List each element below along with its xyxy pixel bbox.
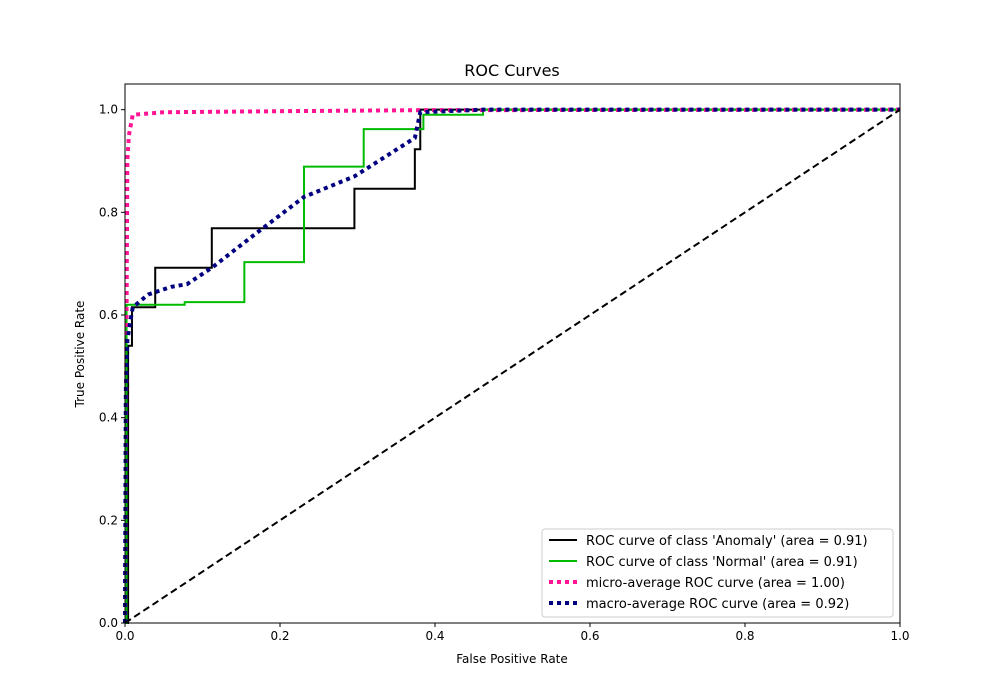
legend-box [541, 528, 894, 618]
legend-items: ROC curve of class 'Anomaly' (area = 0.9… [549, 534, 868, 612]
x-axis-label: False Positive Rate [456, 652, 568, 666]
x-tick-label: 0.8 [735, 629, 754, 643]
legend-label: macro-average ROC curve (area = 0.92) [586, 597, 849, 612]
legend-label: micro-average ROC curve (area = 1.00) [586, 576, 845, 591]
x-axis-ticks: 0.0 0.2 0.4 0.6 0.8 1.0 [115, 623, 910, 643]
y-axis-label: True Positive Rate [73, 301, 87, 409]
series-line-2 [123, 107, 901, 624]
plot-frame [124, 83, 901, 624]
x-tick-label: 0.6 [580, 629, 599, 643]
x-tick-label: 0.0 [115, 629, 134, 643]
legend: ROC curve of class 'Anomaly' (area = 0.9… [541, 528, 894, 618]
y-axis-ticks: 0.0 0.2 0.4 0.6 0.8 1.0 [99, 103, 125, 630]
plot-lines [123, 107, 901, 624]
y-tick-label: 0.4 [99, 411, 118, 425]
y-tick-label: 1.0 [99, 103, 118, 117]
x-tick-label: 0.4 [425, 629, 444, 643]
y-tick-label: 0.2 [99, 513, 118, 527]
y-tick-label: 0.8 [99, 205, 118, 219]
legend-label: ROC curve of class 'Anomaly' (area = 0.9… [586, 534, 868, 549]
legend-label: ROC curve of class 'Normal' (area = 0.91… [586, 555, 858, 570]
y-tick-label: 0.6 [99, 308, 118, 322]
chance-line [124, 108, 901, 624]
y-tick-label: 0.0 [99, 616, 118, 630]
chart-title: ROC Curves [464, 61, 560, 80]
x-tick-label: 0.2 [270, 629, 289, 643]
x-tick-label: 1.0 [890, 629, 909, 643]
series-line-1 [125, 108, 900, 624]
